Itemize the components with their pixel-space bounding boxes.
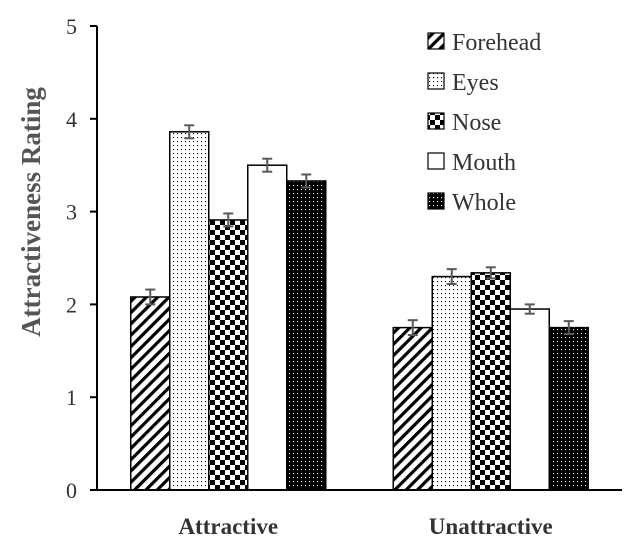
- legend-swatch: [427, 72, 445, 90]
- bar-whole-unattractive: [548, 326, 589, 491]
- legend-swatch: [427, 152, 445, 170]
- x-category-label: Unattractive: [429, 514, 553, 539]
- error-bar-whole-attractive: [301, 173, 312, 189]
- legend-label: Nose: [452, 110, 501, 136]
- legend-swatch: [427, 192, 445, 210]
- y-tick-label: 2: [66, 292, 77, 317]
- legend-item-mouth: Mouth: [427, 150, 516, 176]
- error-bar-nose-attractive: [223, 212, 234, 228]
- legend-item-forehead: Forehead: [427, 30, 541, 56]
- legend-item-eyes: Eyes: [427, 70, 499, 96]
- bar-eyes-attractive: [169, 131, 210, 491]
- error-bar-whole-unattractive: [563, 320, 574, 336]
- bar-nose-unattractive: [470, 272, 511, 491]
- legend-label: Whole: [452, 190, 516, 216]
- y-tick-label: 4: [66, 107, 77, 132]
- y-tick-label: 3: [66, 200, 77, 225]
- legend-label: Forehead: [452, 30, 541, 56]
- y-tick-label: 1: [66, 385, 77, 410]
- legend-swatch: [427, 112, 445, 130]
- bar-eyes-unattractive: [431, 275, 472, 491]
- y-axis-ticks: 0 1 2 3 4 5: [66, 14, 97, 503]
- error-bar-eyes-attractive: [184, 124, 195, 140]
- bar-nose-attractive: [208, 219, 249, 491]
- legend-item-whole: Whole: [427, 190, 516, 216]
- y-axis-title: Attractiveness Rating: [16, 87, 46, 337]
- error-bar-nose-unattractive: [485, 266, 496, 280]
- error-bar-mouth-unattractive: [524, 303, 535, 315]
- bars-group: [130, 131, 589, 491]
- legend: Forehead Eyes Nose Mouth Whole: [427, 30, 541, 216]
- y-tick-label: 5: [66, 14, 77, 39]
- legend-label: Eyes: [452, 70, 499, 96]
- legend-item-nose: Nose: [427, 110, 501, 136]
- bar-mouth-attractive: [247, 164, 288, 491]
- legend-label: Mouth: [452, 150, 516, 176]
- bar-whole-attractive: [286, 180, 327, 491]
- legend-swatch: [427, 32, 445, 50]
- error-bar-forehead-attractive: [145, 288, 156, 306]
- x-category-label: Attractive: [178, 514, 278, 539]
- error-bar-mouth-attractive: [262, 157, 273, 173]
- bar-forehead-unattractive: [392, 326, 433, 491]
- bar-forehead-attractive: [130, 296, 171, 491]
- error-bar-eyes-unattractive: [446, 268, 457, 285]
- error-bars-group: [145, 124, 574, 337]
- y-tick-label: 0: [66, 478, 77, 503]
- error-bar-forehead-unattractive: [407, 319, 418, 337]
- x-axis-category-labels: Attractive Unattractive: [178, 514, 552, 539]
- bar-mouth-unattractive: [509, 308, 550, 491]
